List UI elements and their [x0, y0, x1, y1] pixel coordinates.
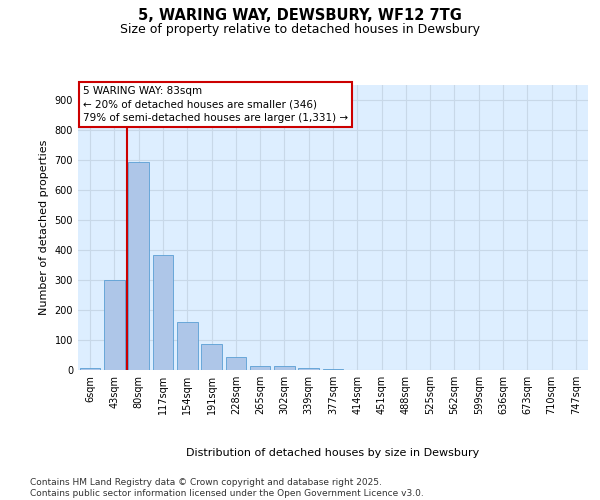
Text: Size of property relative to detached houses in Dewsbury: Size of property relative to detached ho…: [120, 22, 480, 36]
Text: 5, WARING WAY, DEWSBURY, WF12 7TG: 5, WARING WAY, DEWSBURY, WF12 7TG: [138, 8, 462, 22]
Bar: [177, 322, 197, 370]
Bar: [201, 344, 222, 370]
Text: Distribution of detached houses by size in Dewsbury: Distribution of detached houses by size …: [187, 448, 479, 458]
Bar: [250, 366, 271, 370]
Bar: [274, 366, 295, 370]
Bar: [128, 162, 149, 370]
Text: Contains HM Land Registry data © Crown copyright and database right 2025.
Contai: Contains HM Land Registry data © Crown c…: [30, 478, 424, 498]
Bar: [323, 369, 343, 370]
Bar: [298, 368, 319, 370]
Text: 5 WARING WAY: 83sqm
← 20% of detached houses are smaller (346)
79% of semi-detac: 5 WARING WAY: 83sqm ← 20% of detached ho…: [83, 86, 348, 123]
Bar: [104, 280, 125, 370]
Bar: [152, 254, 173, 370]
Bar: [80, 368, 100, 370]
Y-axis label: Number of detached properties: Number of detached properties: [39, 140, 49, 315]
Bar: [226, 357, 246, 370]
